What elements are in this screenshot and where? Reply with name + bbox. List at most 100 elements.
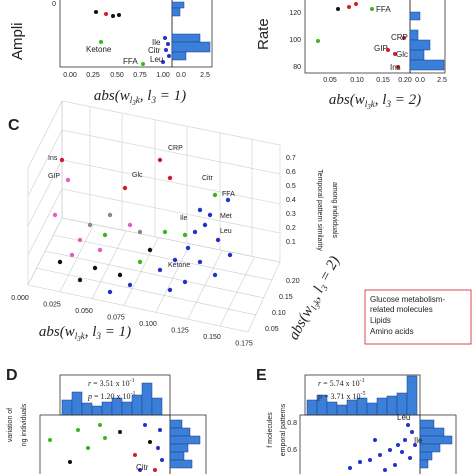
label-part: l — [365, 99, 368, 109]
label-part: 3 — [76, 335, 81, 343]
label-part: w — [120, 88, 130, 104]
label: 80 — [293, 64, 301, 71]
hist-bar — [409, 49, 425, 61]
label: related molecules — [370, 305, 433, 314]
stat-value: = 3.51 x 10 — [91, 379, 130, 388]
label: CRP — [391, 33, 408, 42]
label: Leu — [220, 228, 232, 235]
hist-bar — [171, 1, 185, 9]
label: Ins — [390, 63, 401, 72]
hist-bar — [171, 51, 187, 61]
z-axis-label: Temporal pattern similarity — [316, 169, 323, 251]
label-part: abs( — [329, 92, 356, 108]
label-part: = 1) — [101, 324, 131, 340]
label: 0.0 — [415, 77, 425, 84]
label: Lipids — [370, 316, 391, 325]
wall — [61, 100, 281, 263]
hist-bar — [409, 11, 421, 21]
label-part: 3 — [385, 99, 391, 109]
stat-value: = 3.71 x 10 — [322, 392, 361, 401]
y-axis-label: f molecules — [267, 412, 274, 448]
y-axis-label: ng individuals — [21, 403, 28, 446]
points — [316, 2, 406, 69]
z-axis-label: among individuals — [331, 182, 338, 239]
label: Citr — [148, 46, 161, 55]
stat-symbol: p — [317, 392, 322, 401]
label: Ketone — [168, 262, 190, 269]
label: Citr — [202, 175, 214, 182]
points — [52, 157, 233, 295]
label: 0.75 — [133, 72, 147, 79]
label: Leu — [150, 55, 163, 64]
label: 0.0 — [176, 72, 186, 79]
label-part: , l — [140, 88, 152, 104]
label: 0.10 — [350, 77, 364, 84]
hist-bars — [61, 382, 163, 416]
label-part: 3 — [131, 99, 136, 107]
label: 0.000 — [11, 295, 29, 302]
stat-exponent: -1 — [360, 378, 365, 384]
label: 0.15 — [279, 294, 293, 301]
y-axis-label: Ampli — [9, 22, 26, 60]
y-axis-label: variation of — [7, 408, 14, 442]
label: 0.15 — [376, 77, 390, 84]
y-axis-label: emporal patterns — [280, 403, 287, 456]
label: 0.6 — [286, 169, 296, 176]
label-part: = 2) — [315, 254, 343, 288]
label: Ile — [180, 215, 188, 222]
label-part: k — [371, 99, 376, 109]
plot-frame — [299, 414, 421, 474]
label-part: 3 — [366, 103, 371, 111]
layout — [27, 0, 472, 474]
label: 0.075 — [107, 315, 125, 322]
label: 0.6 — [287, 447, 297, 454]
label-part: , l — [375, 92, 387, 108]
axis-label: abs(wl3k, l3 = 1) — [94, 88, 186, 107]
axis-label: abs(wl3k, l3 = 1) — [39, 324, 131, 343]
label: 0.7 — [286, 155, 296, 162]
label: CRP — [168, 145, 183, 152]
points — [48, 423, 164, 472]
label: 100 — [289, 37, 301, 44]
label-part: k — [136, 95, 141, 105]
label: 0.3 — [286, 211, 296, 218]
label: 0.20 — [286, 278, 300, 285]
label: FFA — [222, 191, 235, 198]
label: 0.2 — [286, 225, 296, 232]
label: 0.05 — [323, 77, 337, 84]
points — [348, 423, 417, 472]
points — [94, 10, 171, 66]
label: 0.100 — [139, 321, 157, 328]
stat-exponent: -5 — [361, 391, 366, 397]
hist-bar — [409, 29, 419, 41]
label: 0.4 — [286, 197, 296, 204]
label: 1.00 — [156, 72, 170, 79]
plot-frame — [39, 414, 171, 474]
hist-bar — [171, 7, 181, 17]
y-axis-label: Rate — [255, 18, 272, 50]
axis-label: abs(wl3k, l3 = 2) — [286, 254, 346, 344]
label: FFA — [376, 5, 391, 14]
label: 0.05 — [265, 326, 279, 333]
label: E — [256, 367, 267, 384]
hist-bar — [171, 41, 211, 53]
label-part: 3 — [150, 95, 156, 105]
label: Glc — [396, 50, 408, 59]
hist-bars — [169, 419, 201, 469]
label: 0.125 — [171, 328, 189, 335]
label: 0.025 — [43, 302, 61, 309]
hist-bar — [171, 33, 201, 43]
hist-bars — [306, 375, 418, 416]
label: GIP — [374, 44, 388, 53]
label-part: 3 — [318, 283, 330, 293]
label: 0.050 — [75, 308, 93, 315]
label-part: k — [81, 331, 86, 341]
stat-exponent: -1 — [131, 391, 136, 397]
label-part: w — [65, 324, 75, 340]
label: Ins — [48, 155, 58, 162]
label: 120 — [289, 10, 301, 17]
stat-symbol: r — [318, 379, 322, 388]
stat-value: = 5.74 x 10 — [321, 379, 360, 388]
stat-exponent: -1 — [130, 378, 135, 384]
label-part: abs( — [94, 88, 121, 104]
